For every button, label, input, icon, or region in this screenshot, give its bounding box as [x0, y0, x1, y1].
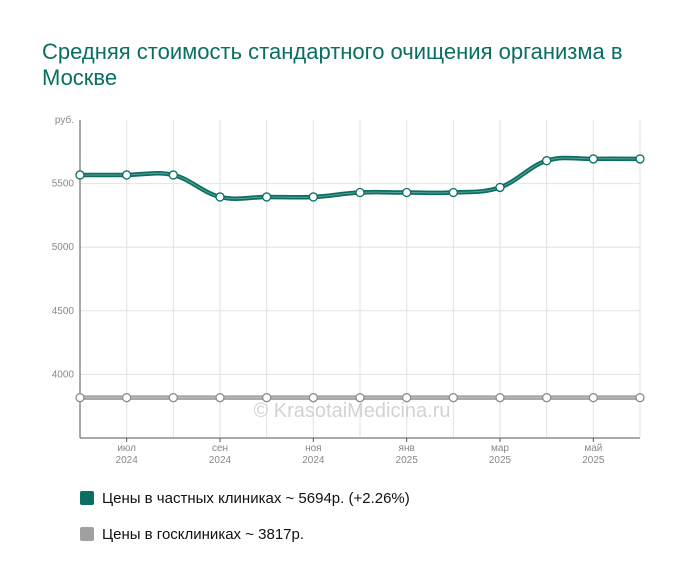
- data-point-1: [215, 393, 225, 403]
- chart-title: Средняя стоимость стандартного очищения …: [42, 39, 623, 90]
- y-tick-label: 5000: [52, 242, 75, 253]
- data-point-1: [542, 393, 552, 403]
- data-point-1: [635, 393, 645, 403]
- data-point-0: [308, 192, 318, 202]
- x-tick-label: мар: [491, 443, 509, 454]
- data-point-0: [168, 170, 178, 180]
- data-point-0: [355, 187, 365, 198]
- x-tick-year: 2025: [489, 455, 512, 466]
- legend-swatch-public: [80, 527, 94, 541]
- data-point-1: [262, 393, 272, 403]
- x-tick-year: 2024: [302, 455, 325, 466]
- data-point-0: [448, 187, 458, 198]
- data-point-0: [495, 182, 505, 193]
- legend-label-public: Цены в госклиниках ~ 3817р.: [102, 525, 305, 543]
- legend-label-private: Цены в частных клиниках ~ 5694р. (+2.26%…: [102, 489, 410, 507]
- x-tick-year: 2024: [116, 455, 139, 466]
- x-tick-label: янв: [399, 443, 415, 454]
- points-group: [75, 154, 645, 403]
- data-point-0: [215, 192, 225, 202]
- legend-item-private: Цены в частных клиниках ~ 5694р. (+2.26%…: [80, 488, 410, 508]
- data-point-0: [402, 187, 412, 198]
- x-tick-label: май: [584, 443, 602, 454]
- x-tick-label: ноя: [305, 443, 322, 454]
- watermark: © KrasotaiMedicina.ru: [253, 400, 450, 422]
- y-tick-label: 4000: [52, 369, 75, 380]
- x-tick-year: 2025: [582, 455, 605, 466]
- y-axis-unit-label: руб.: [55, 114, 74, 126]
- x-tick-year: 2025: [396, 455, 419, 466]
- data-point-1: [448, 393, 458, 403]
- line-chart: © KrasotaiMedicina.ru 4000 4500 5000 5500 ру…: [52, 114, 645, 466]
- data-point-1: [495, 393, 505, 403]
- legend-item-public: Цены в госклиниках ~ 3817р.: [80, 524, 410, 544]
- data-point-1: [355, 393, 365, 403]
- data-point-1: [402, 393, 412, 403]
- y-tick-label: 4500: [52, 306, 75, 317]
- data-point-0: [262, 192, 272, 202]
- data-point-0: [635, 154, 645, 164]
- legend-swatch-private: [80, 491, 94, 505]
- data-point-0: [542, 156, 552, 166]
- data-point-0: [588, 154, 598, 164]
- data-point-1: [75, 393, 85, 403]
- data-point-0: [122, 170, 132, 180]
- x-tick-label: июл: [117, 443, 136, 454]
- x-tick-year: 2024: [209, 455, 232, 466]
- y-tick-label: 5500: [52, 179, 75, 190]
- x-tick-label: сен: [212, 443, 228, 454]
- data-point-0: [75, 170, 85, 180]
- data-point-1: [168, 393, 178, 403]
- legend: Цены в частных клиниках ~ 5694р. (+2.26%…: [80, 488, 410, 560]
- data-point-1: [122, 393, 132, 403]
- data-point-1: [588, 393, 598, 403]
- data-point-1: [308, 393, 318, 403]
- grid-lines: [79, 120, 641, 438]
